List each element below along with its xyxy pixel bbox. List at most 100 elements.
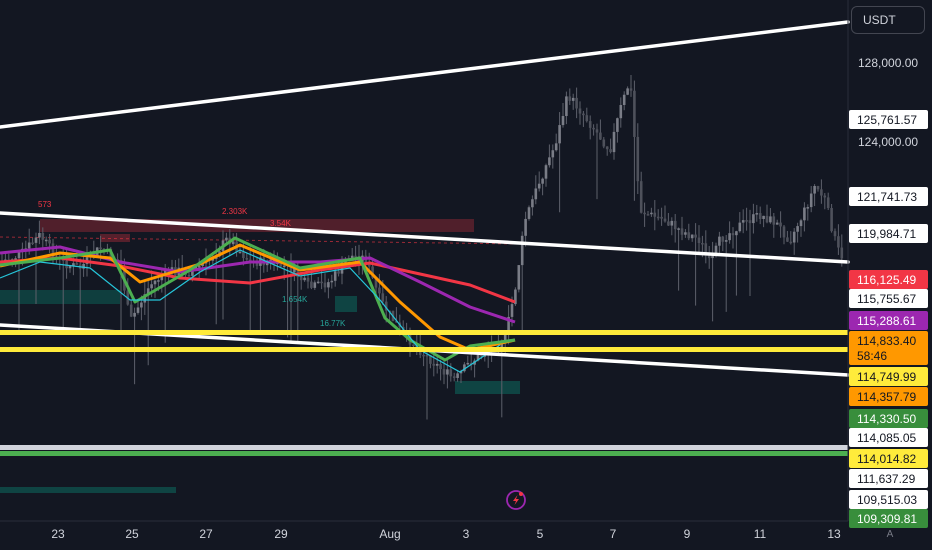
candle-body: [442, 369, 446, 375]
candle-body: [687, 232, 691, 239]
candle-body: [61, 259, 65, 261]
candle-body: [524, 218, 527, 236]
y-tick-label: 124,000.00: [858, 135, 918, 149]
candle-body: [622, 94, 626, 106]
candle-body: [748, 220, 752, 224]
level-yellow-lower: [0, 347, 848, 352]
candle-body: [718, 236, 721, 246]
candle-body: [507, 316, 510, 334]
price-label-text: 111,637.29: [857, 472, 916, 486]
candle-body: [548, 157, 551, 166]
candle-body: [133, 312, 136, 317]
candle-body: [129, 304, 133, 317]
candle-body: [68, 265, 72, 269]
candle-body: [660, 216, 663, 219]
candle-body: [554, 143, 558, 151]
y-tick-label: 128,000.00: [858, 56, 918, 70]
candle-body: [772, 216, 776, 225]
candle-body: [803, 207, 806, 221]
candle-body: [225, 237, 228, 241]
candle-body: [796, 226, 799, 232]
candle-body: [412, 344, 415, 346]
price-labels: 125,761.57 121,741.73 119,984.71 116,125.49…: [849, 110, 928, 528]
candle-body: [425, 354, 429, 357]
price-label-box: [849, 490, 928, 509]
candle-body: [140, 302, 143, 308]
x-tick-label: 5: [537, 527, 544, 541]
price-label-text: 115,288.61: [857, 314, 916, 328]
level-yellow-upper: [0, 330, 848, 335]
zone-4: [455, 381, 520, 394]
candle-body: [775, 222, 779, 225]
candle-body: [466, 362, 470, 365]
candle-body: [677, 228, 680, 230]
candle-body: [544, 165, 548, 179]
candle-body: [350, 255, 354, 260]
levels-layer: [0, 330, 848, 456]
candle-body: [711, 255, 714, 259]
candle-body: [643, 212, 646, 215]
price-label-green: 109,309.81: [849, 509, 928, 528]
candle-body: [745, 220, 748, 222]
candle-body: [602, 139, 606, 147]
candle-body: [537, 183, 541, 189]
lightning-icon[interactable]: [506, 490, 526, 510]
candle-body: [728, 233, 731, 241]
candle-body: [707, 254, 711, 259]
trendline-1: [0, 211, 850, 264]
annotations-layer: 573 2.303K 3.54K 1.654K 16.77K: [38, 200, 346, 328]
candle-body: [371, 266, 374, 278]
candle-body: [646, 214, 650, 216]
candle-body: [806, 207, 810, 209]
candle-body: [446, 369, 449, 375]
x-tick-label: 7: [610, 527, 617, 541]
candle-body: [143, 294, 147, 303]
candle-body: [381, 293, 385, 302]
price-label-box: [849, 224, 928, 243]
candle-body: [653, 212, 657, 217]
candle-body: [483, 355, 487, 357]
price-label-box: [849, 449, 928, 468]
x-tick-label: 13: [827, 527, 841, 541]
candle-body: [303, 277, 306, 281]
candle-body: [248, 259, 252, 262]
candle-body: [514, 289, 517, 305]
auto-scale-button[interactable]: A: [886, 529, 894, 540]
candle-body: [599, 132, 602, 140]
x-tick-label: 3: [463, 527, 470, 541]
price-label-box: [849, 409, 928, 428]
price-label-box: [849, 289, 928, 308]
candle-body: [670, 220, 674, 226]
volume-annotation: 2.303K: [222, 207, 248, 216]
candle-body: [197, 266, 201, 268]
candle-body: [680, 228, 684, 235]
candle-body: [813, 186, 816, 194]
candle-body: [38, 232, 41, 238]
candle-body: [459, 371, 463, 374]
candle-body: [323, 282, 327, 288]
candle-body: [65, 260, 68, 269]
price-label-white: 114,085.05: [849, 428, 928, 447]
candle-body: [667, 221, 670, 226]
candle-body: [157, 280, 160, 282]
candle-body: [150, 284, 153, 289]
candle-body: [738, 222, 742, 232]
candle-body: [585, 115, 589, 122]
candle-body: [463, 364, 466, 372]
x-tick-label: 9: [684, 527, 691, 541]
currency-button[interactable]: USDT: [851, 6, 925, 34]
candle-body: [541, 178, 544, 184]
candle-body: [476, 354, 480, 361]
candle-body: [789, 241, 793, 244]
candle-body: [809, 193, 813, 208]
candle-body: [41, 232, 45, 240]
candle-body: [626, 88, 629, 95]
price-label-white: 109,515.03: [849, 490, 928, 509]
candle-body: [704, 243, 708, 255]
price-label-box: [849, 331, 928, 365]
price-label-orange: 114,357.79: [849, 387, 928, 406]
candle-body: [731, 233, 735, 236]
